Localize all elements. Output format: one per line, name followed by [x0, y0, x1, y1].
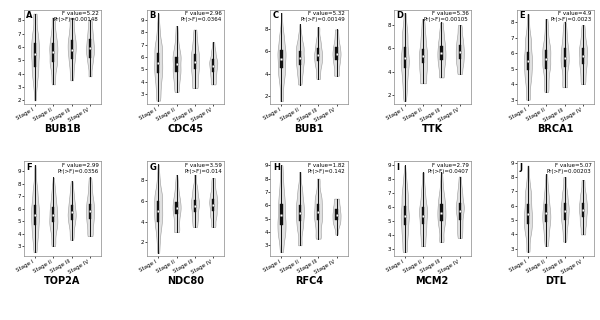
- Bar: [458, 45, 461, 59]
- Bar: [280, 50, 283, 68]
- Bar: [335, 209, 338, 220]
- Bar: [527, 52, 529, 70]
- Bar: [404, 47, 406, 68]
- Text: F value=1.82
Pr(>F)=0.142: F value=1.82 Pr(>F)=0.142: [307, 163, 345, 174]
- X-axis label: NDC80: NDC80: [167, 276, 204, 286]
- Text: E: E: [519, 12, 525, 20]
- Text: F value=2.96
Pr(>F)=0.0364: F value=2.96 Pr(>F)=0.0364: [181, 12, 222, 22]
- Bar: [52, 207, 55, 222]
- Bar: [175, 202, 178, 214]
- X-axis label: DTL: DTL: [545, 276, 566, 286]
- Bar: [194, 54, 196, 69]
- Bar: [299, 205, 301, 221]
- Bar: [52, 43, 55, 62]
- Bar: [545, 204, 547, 221]
- X-axis label: RFC4: RFC4: [295, 276, 323, 286]
- Bar: [440, 204, 443, 221]
- Text: F: F: [26, 163, 32, 172]
- Text: F value=3.59
Pr(>F)=0.014: F value=3.59 Pr(>F)=0.014: [184, 163, 222, 174]
- Bar: [157, 201, 160, 222]
- Text: F value=4.9
Pr(>F)=0.0023: F value=4.9 Pr(>F)=0.0023: [550, 12, 592, 22]
- Bar: [34, 43, 36, 67]
- Bar: [563, 203, 566, 220]
- Bar: [335, 47, 338, 60]
- Text: I: I: [396, 163, 399, 172]
- Text: B: B: [149, 12, 156, 20]
- X-axis label: BRCA1: BRCA1: [537, 124, 574, 134]
- X-axis label: BUB1: BUB1: [295, 124, 323, 134]
- Bar: [71, 40, 73, 59]
- Text: H: H: [273, 163, 280, 172]
- Text: F value=2.99
Pr(>F)=0.0356: F value=2.99 Pr(>F)=0.0356: [58, 163, 99, 174]
- X-axis label: TOP2A: TOP2A: [44, 276, 81, 286]
- Bar: [34, 205, 36, 225]
- Text: G: G: [149, 163, 157, 172]
- Bar: [175, 57, 178, 72]
- Text: A: A: [26, 12, 33, 20]
- Bar: [563, 48, 566, 67]
- Bar: [527, 204, 529, 224]
- Bar: [422, 49, 424, 63]
- Bar: [317, 48, 319, 61]
- Text: F value=5.36
Pr(>F)=0.00105: F value=5.36 Pr(>F)=0.00105: [424, 12, 469, 22]
- Text: F value=5.32
Pr(>F)=0.00149: F value=5.32 Pr(>F)=0.00149: [301, 12, 345, 22]
- Bar: [194, 200, 196, 212]
- Bar: [280, 204, 283, 225]
- Bar: [422, 207, 424, 224]
- Bar: [458, 203, 461, 220]
- X-axis label: TTK: TTK: [422, 124, 443, 134]
- Bar: [89, 39, 91, 58]
- Text: F value=2.79
Pr(>F)=0.0407: F value=2.79 Pr(>F)=0.0407: [427, 163, 469, 174]
- Bar: [212, 60, 214, 72]
- X-axis label: MCM2: MCM2: [416, 276, 449, 286]
- Bar: [582, 203, 584, 217]
- Text: J: J: [519, 163, 522, 172]
- Text: F value=5.07
Pr(>F)=0.00203: F value=5.07 Pr(>F)=0.00203: [547, 163, 592, 174]
- X-axis label: CDC45: CDC45: [168, 124, 204, 134]
- Bar: [157, 53, 160, 73]
- Bar: [545, 50, 547, 68]
- Text: D: D: [396, 12, 403, 20]
- Bar: [299, 52, 301, 65]
- Bar: [404, 206, 406, 225]
- Bar: [440, 46, 443, 60]
- Bar: [582, 48, 584, 64]
- Text: F value=5.22
Pr(>F)=0.00148: F value=5.22 Pr(>F)=0.00148: [54, 12, 99, 22]
- Bar: [71, 205, 73, 220]
- Bar: [89, 204, 91, 219]
- Bar: [317, 204, 319, 220]
- X-axis label: BUB1B: BUB1B: [44, 124, 81, 134]
- Text: C: C: [273, 12, 279, 20]
- Bar: [212, 199, 214, 211]
